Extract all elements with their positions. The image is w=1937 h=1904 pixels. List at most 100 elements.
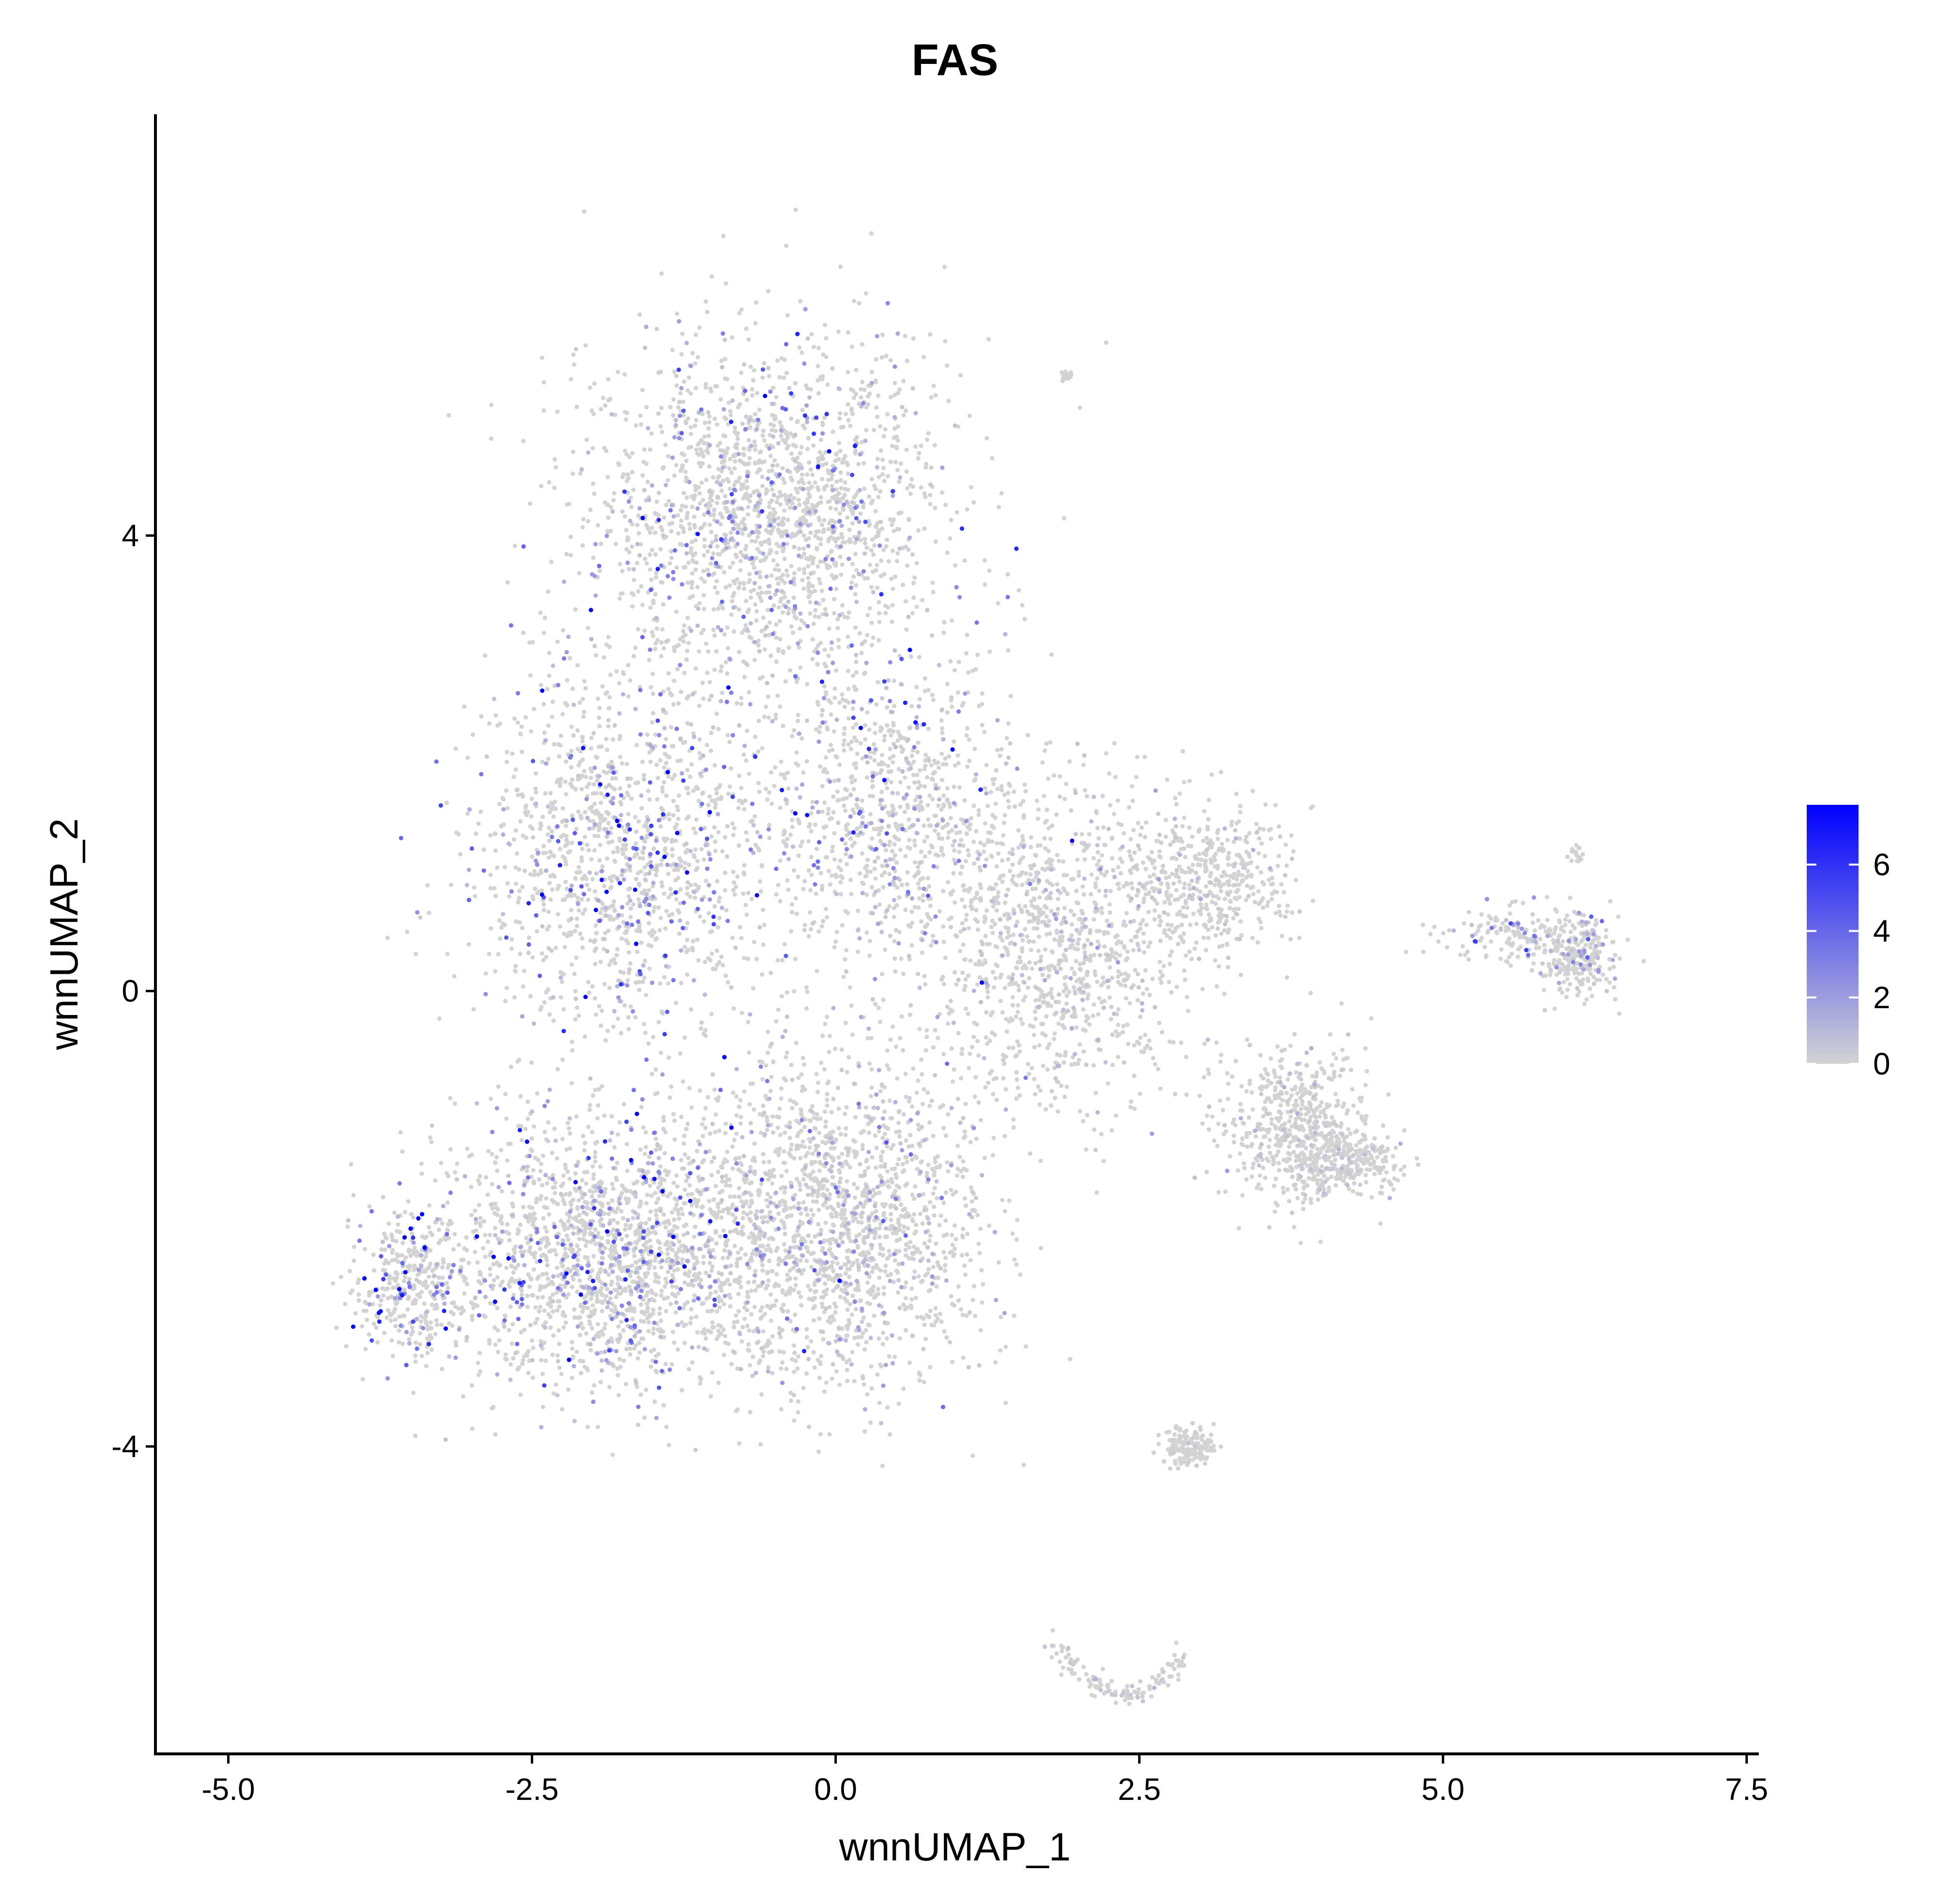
data-point: [883, 848, 889, 853]
data-point: [597, 1004, 602, 1009]
data-point: [591, 1189, 596, 1194]
data-point: [645, 1232, 650, 1237]
data-point: [530, 1375, 535, 1380]
data-point: [808, 611, 813, 616]
data-point: [950, 1243, 955, 1247]
data-point: [669, 891, 674, 897]
data-point: [822, 485, 827, 490]
data-point: [592, 782, 597, 787]
data-point: [774, 892, 779, 897]
data-point: [854, 368, 859, 372]
data-point: [590, 446, 595, 451]
data-point: [853, 778, 858, 783]
data-point: [649, 1288, 654, 1293]
data-point: [806, 934, 812, 939]
data-point: [818, 764, 823, 769]
data-point: [896, 527, 902, 532]
data-point: [758, 574, 763, 579]
data-point: [670, 837, 675, 842]
data-point: [585, 1255, 590, 1260]
data-point: [529, 729, 534, 734]
data-point: [462, 1246, 467, 1251]
data-point: [915, 750, 920, 754]
data-point: [751, 378, 756, 383]
data-point: [689, 1316, 694, 1321]
data-point: [845, 788, 849, 793]
data-point: [767, 537, 771, 542]
data-point: [835, 789, 840, 794]
data-point: [769, 573, 774, 578]
data-point: [708, 958, 713, 963]
data-point: [802, 552, 807, 556]
data-point: [639, 940, 644, 945]
data-point: [872, 751, 877, 755]
data-point: [894, 559, 899, 564]
data-point: [876, 533, 880, 538]
data-point: [656, 776, 661, 781]
data-point: [700, 1122, 705, 1127]
data-point: [525, 1099, 530, 1104]
data-point: [960, 703, 965, 708]
data-point: [575, 1243, 580, 1248]
data-point: [583, 1230, 587, 1235]
data-point: [713, 1290, 718, 1294]
data-point: [736, 806, 741, 811]
data-point: [648, 1209, 653, 1214]
data-point: [693, 847, 698, 852]
data-point: [690, 505, 694, 509]
data-point: [615, 952, 619, 958]
data-point: [591, 1172, 596, 1177]
data-point: [842, 738, 847, 743]
data-point: [845, 1379, 850, 1383]
data-point: [607, 985, 612, 990]
data-point: [510, 751, 515, 756]
data-point: [916, 780, 921, 784]
data-point: [766, 694, 770, 699]
data-point: [917, 655, 922, 660]
data-point: [923, 752, 928, 757]
data-point: [646, 1329, 651, 1334]
data-point: [739, 695, 744, 700]
data-point: [891, 754, 896, 759]
data-point: [700, 1301, 705, 1306]
data-point: [492, 886, 497, 891]
data-point: [695, 866, 700, 871]
data-point: [541, 902, 546, 907]
data-point: [765, 1119, 769, 1123]
data-point: [571, 352, 576, 357]
data-point: [882, 870, 887, 875]
data-point: [576, 809, 581, 814]
data-point: [753, 602, 758, 607]
data-point: [636, 819, 641, 824]
data-point: [811, 443, 816, 448]
data-point: [549, 829, 554, 834]
data-point: [585, 897, 591, 902]
data-point: [762, 361, 767, 366]
data-point: [520, 925, 525, 930]
data-point: [772, 414, 777, 419]
data-point: [878, 424, 883, 429]
data-point: [815, 643, 820, 648]
data-point: [548, 849, 553, 854]
data-point: [963, 859, 968, 863]
data-point: [658, 1181, 662, 1185]
data-point: [723, 281, 728, 286]
data-point: [626, 662, 630, 668]
data-point: [753, 321, 758, 326]
data-point: [876, 855, 880, 860]
data-point: [839, 572, 844, 577]
data-point: [808, 530, 813, 535]
data-point: [764, 491, 769, 496]
data-point: [661, 1403, 666, 1408]
data-point: [740, 1325, 745, 1330]
data-point: [747, 690, 752, 695]
data-point: [837, 762, 842, 768]
data-point: [774, 635, 779, 640]
data-point: [650, 691, 656, 696]
data-point: [636, 897, 641, 902]
data-point: [686, 580, 691, 585]
data-point: [769, 970, 773, 975]
data-point: [720, 460, 724, 465]
data-point: [911, 581, 916, 585]
